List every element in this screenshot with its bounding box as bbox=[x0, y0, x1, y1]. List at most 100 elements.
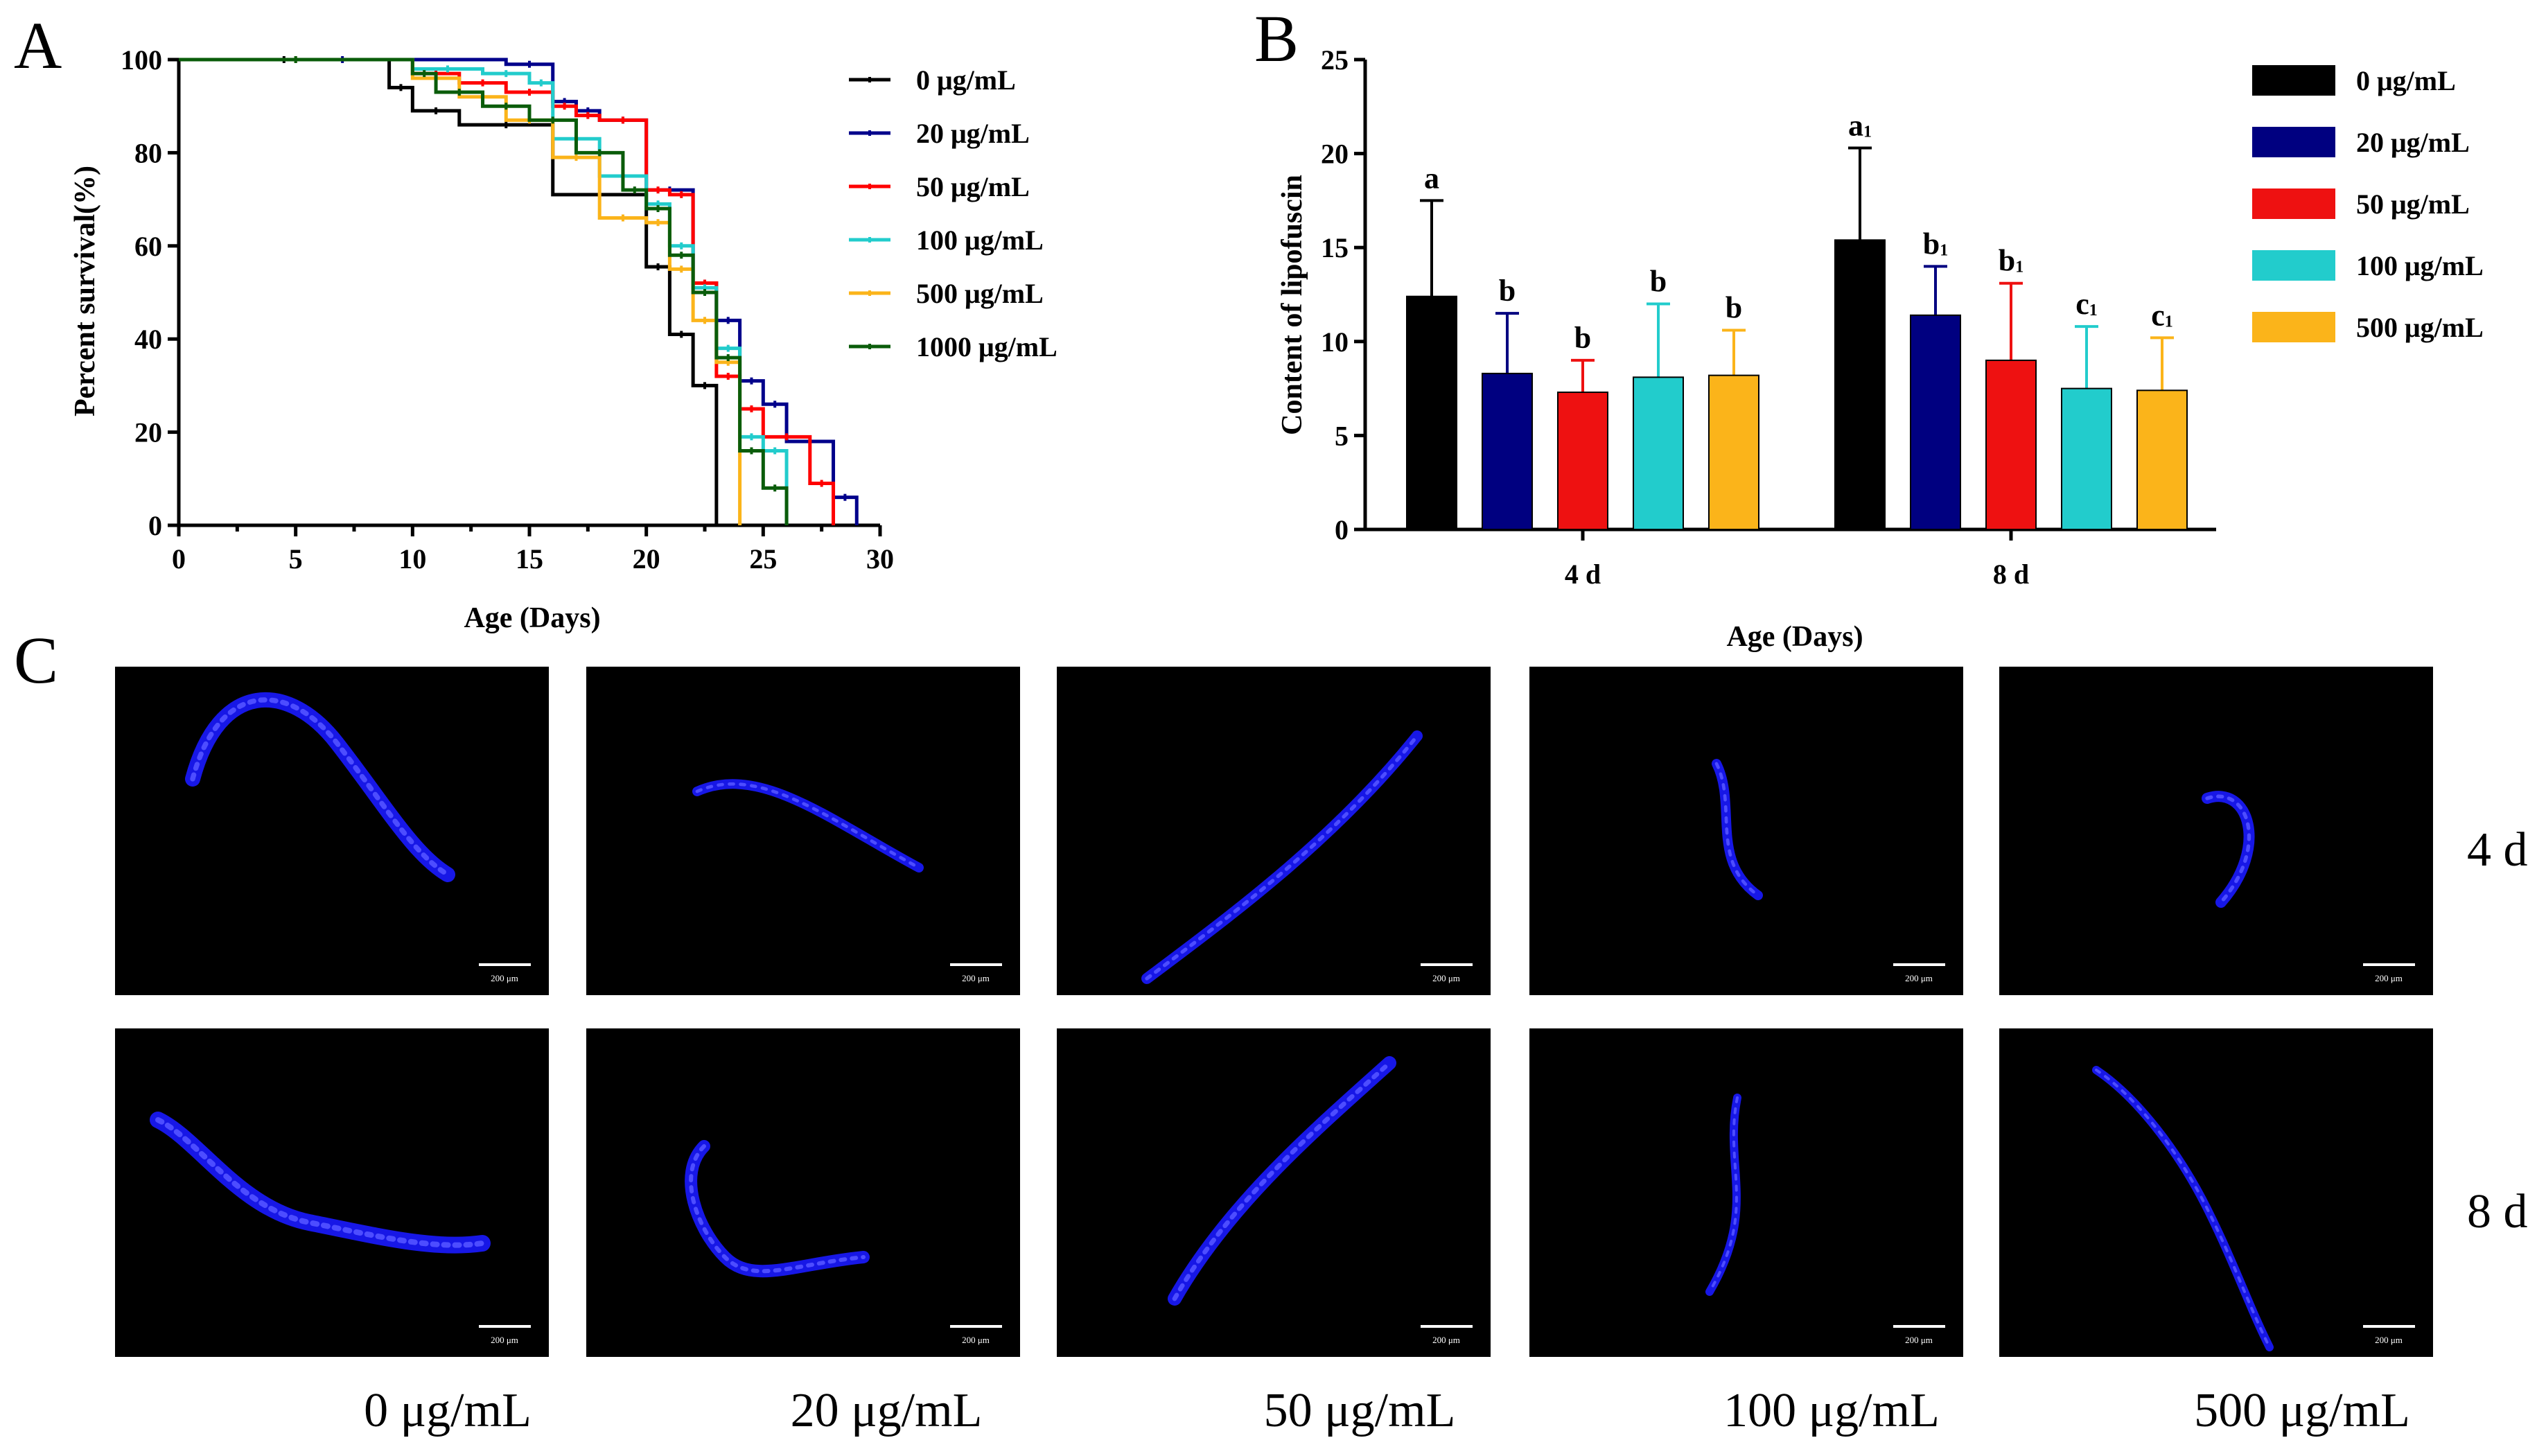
lipofuscin-legend-swatch bbox=[2252, 250, 2335, 281]
micrograph-background bbox=[115, 667, 549, 995]
worm-granules bbox=[190, 697, 450, 877]
micrograph-background bbox=[1529, 1028, 1963, 1357]
survival-x-tick-label: 10 bbox=[398, 543, 426, 574]
lipofuscin-bar-50-ug-ml-8-d bbox=[1985, 359, 2037, 530]
lipofuscin-bar-20-ug-ml-8-d bbox=[1910, 314, 1961, 530]
lipofuscin-bar-20-ug-ml-4-d bbox=[1482, 372, 1533, 530]
lipofuscin-x-tick-label: 8 d bbox=[1993, 559, 2029, 590]
scale-bar-label: 200 μm bbox=[2375, 973, 2403, 983]
microscopy-grid: 200 μm 200 μm 200 μm 200 μm 200 μm 200 μm 200 … bbox=[115, 667, 2528, 1437]
survival-line-50-ug-ml bbox=[179, 58, 836, 525]
lipofuscin-bar-100-ug-ml-4-d bbox=[1633, 376, 1684, 530]
survival-line-20-ug-ml bbox=[179, 58, 859, 525]
column-label-100-ug-ml: 100 μg/mL bbox=[1723, 1384, 1940, 1437]
worm-granules bbox=[155, 1117, 485, 1248]
lipofuscin-legend-swatch bbox=[2252, 65, 2335, 96]
lipofuscin-y-tick-label: 20 bbox=[1321, 139, 1349, 170]
lipofuscin-y-tick-label: 0 bbox=[1335, 514, 1349, 545]
lipofuscin-legend-swatch bbox=[2252, 312, 2335, 342]
survival-line-1000-ug-ml bbox=[179, 58, 789, 525]
lipofuscin-legend-label: 50 μg/mL bbox=[2356, 188, 2470, 220]
survival-x-axis-title: Age (Days) bbox=[464, 602, 600, 634]
scale-bar-label: 200 μm bbox=[1905, 1335, 1933, 1345]
survival-legend-label: 50 μg/mL bbox=[916, 171, 1030, 202]
lipofuscin-bar-500-ug-ml-8-d bbox=[2136, 389, 2188, 531]
panel-letter-b: B bbox=[1254, 1, 1299, 76]
micrograph-20-ug-ml-4-d: 200 μm bbox=[586, 667, 1020, 995]
survival-x-tick-label: 15 bbox=[516, 543, 543, 574]
survival-legend-label: 500 μg/mL bbox=[916, 278, 1044, 309]
micrograph-500-ug-ml-8-d: 200 μm bbox=[1999, 1028, 2433, 1357]
micrograph-background bbox=[1057, 667, 1491, 995]
column-label-50-ug-ml: 50 μg/mL bbox=[1264, 1384, 1456, 1437]
worm-granules bbox=[1145, 734, 1419, 981]
scale-bar-label: 200 μm bbox=[491, 1335, 518, 1345]
survival-x-tick-label: 20 bbox=[633, 543, 660, 574]
survival-x-tick-label: 5 bbox=[289, 543, 303, 574]
lipofuscin-significance-letter: b bbox=[1574, 321, 1591, 355]
survival-x-tick-label: 30 bbox=[866, 543, 894, 574]
lipofuscin-legend-swatch bbox=[2252, 127, 2335, 157]
micrograph-100-ug-ml-8-d: 200 μm bbox=[1529, 1028, 1963, 1357]
lipofuscin-legend-label: 0 μg/mL bbox=[2356, 65, 2456, 96]
survival-axes: 0 20 40 60 80 100 0 5 10 15 20 25 30 bbox=[121, 44, 894, 574]
lipofuscin-y-axis-title: Content of lipofuscin bbox=[1276, 175, 1308, 435]
micrograph-0-ug-ml-8-d: 200 μm bbox=[115, 1028, 549, 1357]
scale-bar-label: 200 μm bbox=[1432, 1335, 1460, 1345]
micrograph-500-ug-ml-4-d: 200 μm bbox=[1999, 667, 2433, 995]
survival-chart: 0 20 40 60 80 100 0 5 10 15 20 25 30 0 μg/mL 20 μg/mL… bbox=[69, 44, 1057, 634]
micrograph-50-ug-ml-8-d: 200 μm bbox=[1057, 1028, 1491, 1357]
survival-legend: 0 μg/mL 20 μg/mL 50 μg/mL 100 μg/mL 500 μg/m… bbox=[849, 64, 1057, 362]
lipofuscin-bar-100-ug-ml-8-d bbox=[2061, 387, 2112, 530]
row-label-8-d: 8 d bbox=[2467, 1185, 2528, 1238]
worm-granules bbox=[1172, 1060, 1392, 1301]
lipofuscin-legend-label: 100 μg/mL bbox=[2356, 250, 2484, 281]
lipofuscin-bar-500-ug-ml-4-d bbox=[1708, 374, 1759, 531]
survival-legend-label: 20 μg/mL bbox=[916, 118, 1030, 149]
scale-bar-label: 200 μm bbox=[1432, 973, 1460, 983]
micrograph-background bbox=[1999, 1028, 2433, 1357]
survival-y-tick-label: 20 bbox=[134, 417, 162, 448]
micrograph-0-ug-ml-4-d: 200 μm bbox=[115, 667, 549, 995]
micrograph-background bbox=[115, 1028, 549, 1357]
survival-y-tick-label: 100 bbox=[121, 44, 162, 76]
micrograph-background bbox=[1057, 1028, 1491, 1357]
lipofuscin-significance-letter: a bbox=[1424, 161, 1439, 195]
scale-bar-label: 200 μm bbox=[962, 973, 990, 983]
lipofuscin-bar-0-ug-ml-4-d bbox=[1406, 295, 1457, 530]
micrograph-background bbox=[586, 667, 1020, 995]
lipofuscin-bars: a b b b b a1 b1 b1 c1 c1 bbox=[1406, 108, 2188, 531]
worm-granules bbox=[695, 782, 921, 870]
survival-y-tick-label: 80 bbox=[134, 137, 162, 168]
column-label-500-ug-ml: 500 μg/mL bbox=[2194, 1384, 2410, 1437]
lipofuscin-y-tick-label: 15 bbox=[1321, 232, 1349, 263]
scale-bar-label: 200 μm bbox=[962, 1335, 990, 1345]
survival-line-0-ug-ml bbox=[179, 58, 719, 525]
survival-series bbox=[179, 56, 859, 525]
scale-bar-label: 200 μm bbox=[1905, 973, 1933, 983]
lipofuscin-significance-letter: c1 bbox=[2075, 287, 2098, 321]
micrograph-background bbox=[586, 1028, 1020, 1357]
lipofuscin-significance-letter: b bbox=[1650, 265, 1667, 299]
lipofuscin-legend-swatch bbox=[2252, 188, 2335, 219]
lipofuscin-significance-letter: c1 bbox=[2151, 298, 2173, 332]
micrograph-background bbox=[1529, 667, 1963, 995]
panel-letter-a: A bbox=[14, 8, 62, 82]
survival-legend-label: 0 μg/mL bbox=[916, 64, 1016, 96]
survival-x-tick-label: 0 bbox=[172, 543, 186, 574]
lipofuscin-chart: 0 5 10 15 20 25 4 d 8 d a b b b b a1 b1 b1 c1 c1 0 μg/mL… bbox=[1276, 44, 2484, 653]
survival-legend-label: 1000 μg/mL bbox=[916, 331, 1057, 362]
column-label-0-ug-ml: 0 μg/mL bbox=[364, 1384, 532, 1437]
lipofuscin-significance-letter: a1 bbox=[1848, 108, 1872, 142]
lipofuscin-x-tick-label: 4 d bbox=[1565, 559, 1601, 590]
survival-line-500-ug-ml bbox=[179, 58, 742, 525]
survival-y-tick-label: 40 bbox=[134, 324, 162, 355]
worm-granules bbox=[689, 1144, 866, 1274]
lipofuscin-legend: 0 μg/mL 20 μg/mL 50 μg/mL 100 μg/mL 500 μg/m… bbox=[2252, 65, 2484, 343]
worm-granules bbox=[1714, 762, 1760, 897]
lipofuscin-bar-0-ug-ml-8-d bbox=[1834, 239, 1886, 530]
micrograph-background bbox=[1999, 667, 2433, 995]
survival-y-tick-label: 0 bbox=[148, 510, 162, 541]
lipofuscin-y-tick-label: 10 bbox=[1321, 326, 1349, 358]
